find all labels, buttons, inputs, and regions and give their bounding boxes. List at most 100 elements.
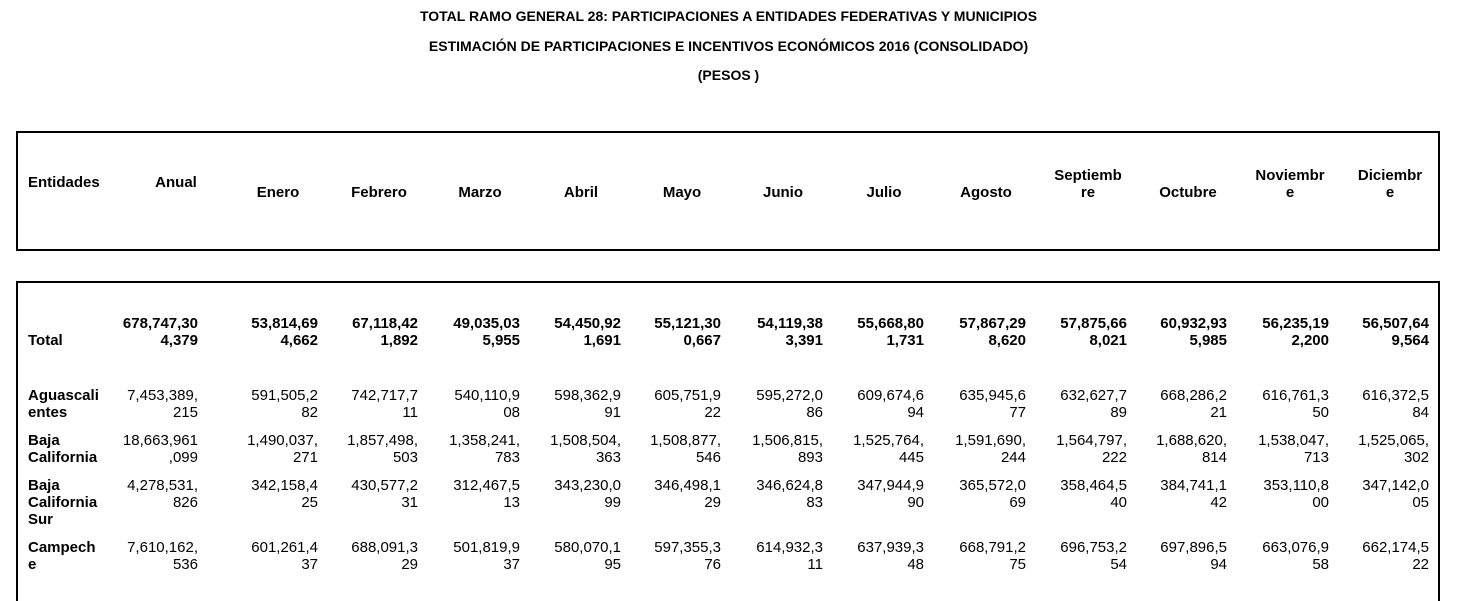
table-cell: 384,741,1 (1160, 477, 1227, 494)
row-entity-name: Aguascali (28, 387, 99, 404)
table-cell: 00 (1312, 494, 1329, 511)
table-cell: 60,932,93 (1160, 315, 1227, 332)
table-cell: 7,453,389, (127, 387, 198, 404)
table-cell: 8,620 (988, 332, 1026, 349)
table-cell: 597,355,3 (654, 539, 721, 556)
table-cell: 347,142,0 (1362, 477, 1429, 494)
table-cell: 99 (604, 494, 621, 511)
table-cell: 76 (704, 556, 721, 573)
table-cell: 814 (1201, 449, 1227, 466)
table-cell: 1,358,241, (449, 432, 520, 449)
table-cell: 55,121,30 (654, 315, 721, 332)
table-cell: 31 (401, 494, 418, 511)
row-entity-name: Total (28, 332, 63, 349)
table-cell: 546 (695, 449, 721, 466)
column-header-11: Noviembr (1255, 167, 1325, 184)
report-subtitle: ESTIMACIÓN DE PARTICIPACIONES E INCENTIV… (428, 38, 1029, 54)
table-cell: 445 (898, 449, 924, 466)
table-cell: 353,110,8 (1263, 477, 1329, 494)
table-cell: 58 (1312, 556, 1329, 573)
table-cell: 95 (604, 556, 621, 573)
table-cell: 614,932,3 (756, 539, 823, 556)
table-cell: 616,761,3 (1262, 387, 1329, 404)
table-cell: 94 (1210, 556, 1227, 573)
column-header-11-cont: e (1285, 184, 1295, 201)
table-cell: 22 (1412, 556, 1429, 573)
table-cell: 54,450,92 (554, 315, 621, 332)
column-header-4: Abril (563, 184, 599, 201)
table-cell: 69 (1009, 494, 1026, 511)
table-cell: 1,490,037, (247, 432, 318, 449)
table-cell: 37 (503, 556, 520, 573)
table-cell: 67,118,42 (352, 315, 418, 332)
table-cell: 29 (401, 556, 418, 573)
table-cell: 4,379 (160, 332, 198, 349)
table-cell: 90 (907, 494, 924, 511)
table-cell: 11 (402, 404, 418, 421)
table-body-box (16, 281, 1440, 601)
table-cell: 57,875,66 (1060, 315, 1127, 332)
table-cell: 18,663,961 (122, 432, 198, 449)
row-entity-name: Baja (28, 432, 60, 449)
table-cell: 55,668,80 (857, 315, 924, 332)
row-entity-name: entes (28, 404, 68, 421)
table-cell: 501,819,9 (453, 539, 520, 556)
table-cell: 1,564,797, (1056, 432, 1127, 449)
table-header-box (16, 131, 1440, 251)
table-cell: 25 (301, 494, 318, 511)
table-cell: 4,278,531, (127, 477, 198, 494)
table-cell: 21 (1210, 404, 1227, 421)
table-cell: 91 (604, 404, 621, 421)
table-cell: 11 (807, 556, 823, 573)
row-entity-name: Baja (28, 477, 60, 494)
table-cell: 2,200 (1291, 332, 1329, 349)
table-cell: 222 (1101, 449, 1127, 466)
table-cell: 37 (301, 556, 318, 573)
table-cell: ,099 (168, 449, 198, 466)
table-cell: 7,610,162, (127, 539, 198, 556)
table-cell: 595,272,0 (756, 387, 823, 404)
table-cell: 271 (292, 449, 318, 466)
table-cell: 53,814,69 (251, 315, 318, 332)
table-cell: 580,070,1 (554, 539, 621, 556)
table-cell: 342,158,4 (251, 477, 318, 494)
table-cell: 49,035,03 (453, 315, 520, 332)
row-entity-name: e (28, 556, 37, 573)
table-cell: 605,751,9 (654, 387, 721, 404)
table-cell: 601,261,4 (251, 539, 318, 556)
table-cell: 05 (1412, 494, 1429, 511)
table-cell: 1,892 (380, 332, 418, 349)
table-cell: 1,731 (886, 332, 924, 349)
table-cell: 54 (1110, 556, 1127, 573)
table-cell: 82 (301, 404, 318, 421)
table-cell: 536 (172, 556, 198, 573)
table-cell: 8,021 (1089, 332, 1127, 349)
table-cell: 22 (704, 404, 721, 421)
table-cell: 1,591,690, (955, 432, 1026, 449)
table-cell: 29 (704, 494, 721, 511)
table-cell: 77 (1009, 404, 1026, 421)
table-cell: 688,091,3 (351, 539, 418, 556)
table-cell: 346,498,1 (654, 477, 721, 494)
column-header-8: Agosto (960, 184, 1012, 201)
table-cell: 86 (806, 404, 823, 421)
table-cell: 742,717,7 (351, 387, 418, 404)
table-cell: 1,525,065, (1358, 432, 1429, 449)
column-header-1: Enero (256, 184, 300, 201)
table-cell: 637,939,3 (857, 539, 924, 556)
table-cell: 662,174,5 (1362, 539, 1429, 556)
table-cell: 365,572,0 (959, 477, 1026, 494)
report-units: (PESOS ) (697, 67, 760, 83)
column-header-10: Octubre (1159, 184, 1217, 201)
column-header-12: Diciembr (1357, 167, 1423, 184)
table-cell: 343,230,0 (554, 477, 621, 494)
table-cell: 89 (1110, 404, 1127, 421)
table-cell: 678,747,30 (122, 315, 198, 332)
table-cell: 42 (1210, 494, 1227, 511)
table-cell: 1,506,815, (752, 432, 823, 449)
table-cell: 215 (172, 404, 198, 421)
table-cell: 54,119,38 (757, 315, 823, 332)
table-cell: 347,944,9 (857, 477, 924, 494)
table-cell: 713 (1303, 449, 1329, 466)
table-cell: 363 (595, 449, 621, 466)
